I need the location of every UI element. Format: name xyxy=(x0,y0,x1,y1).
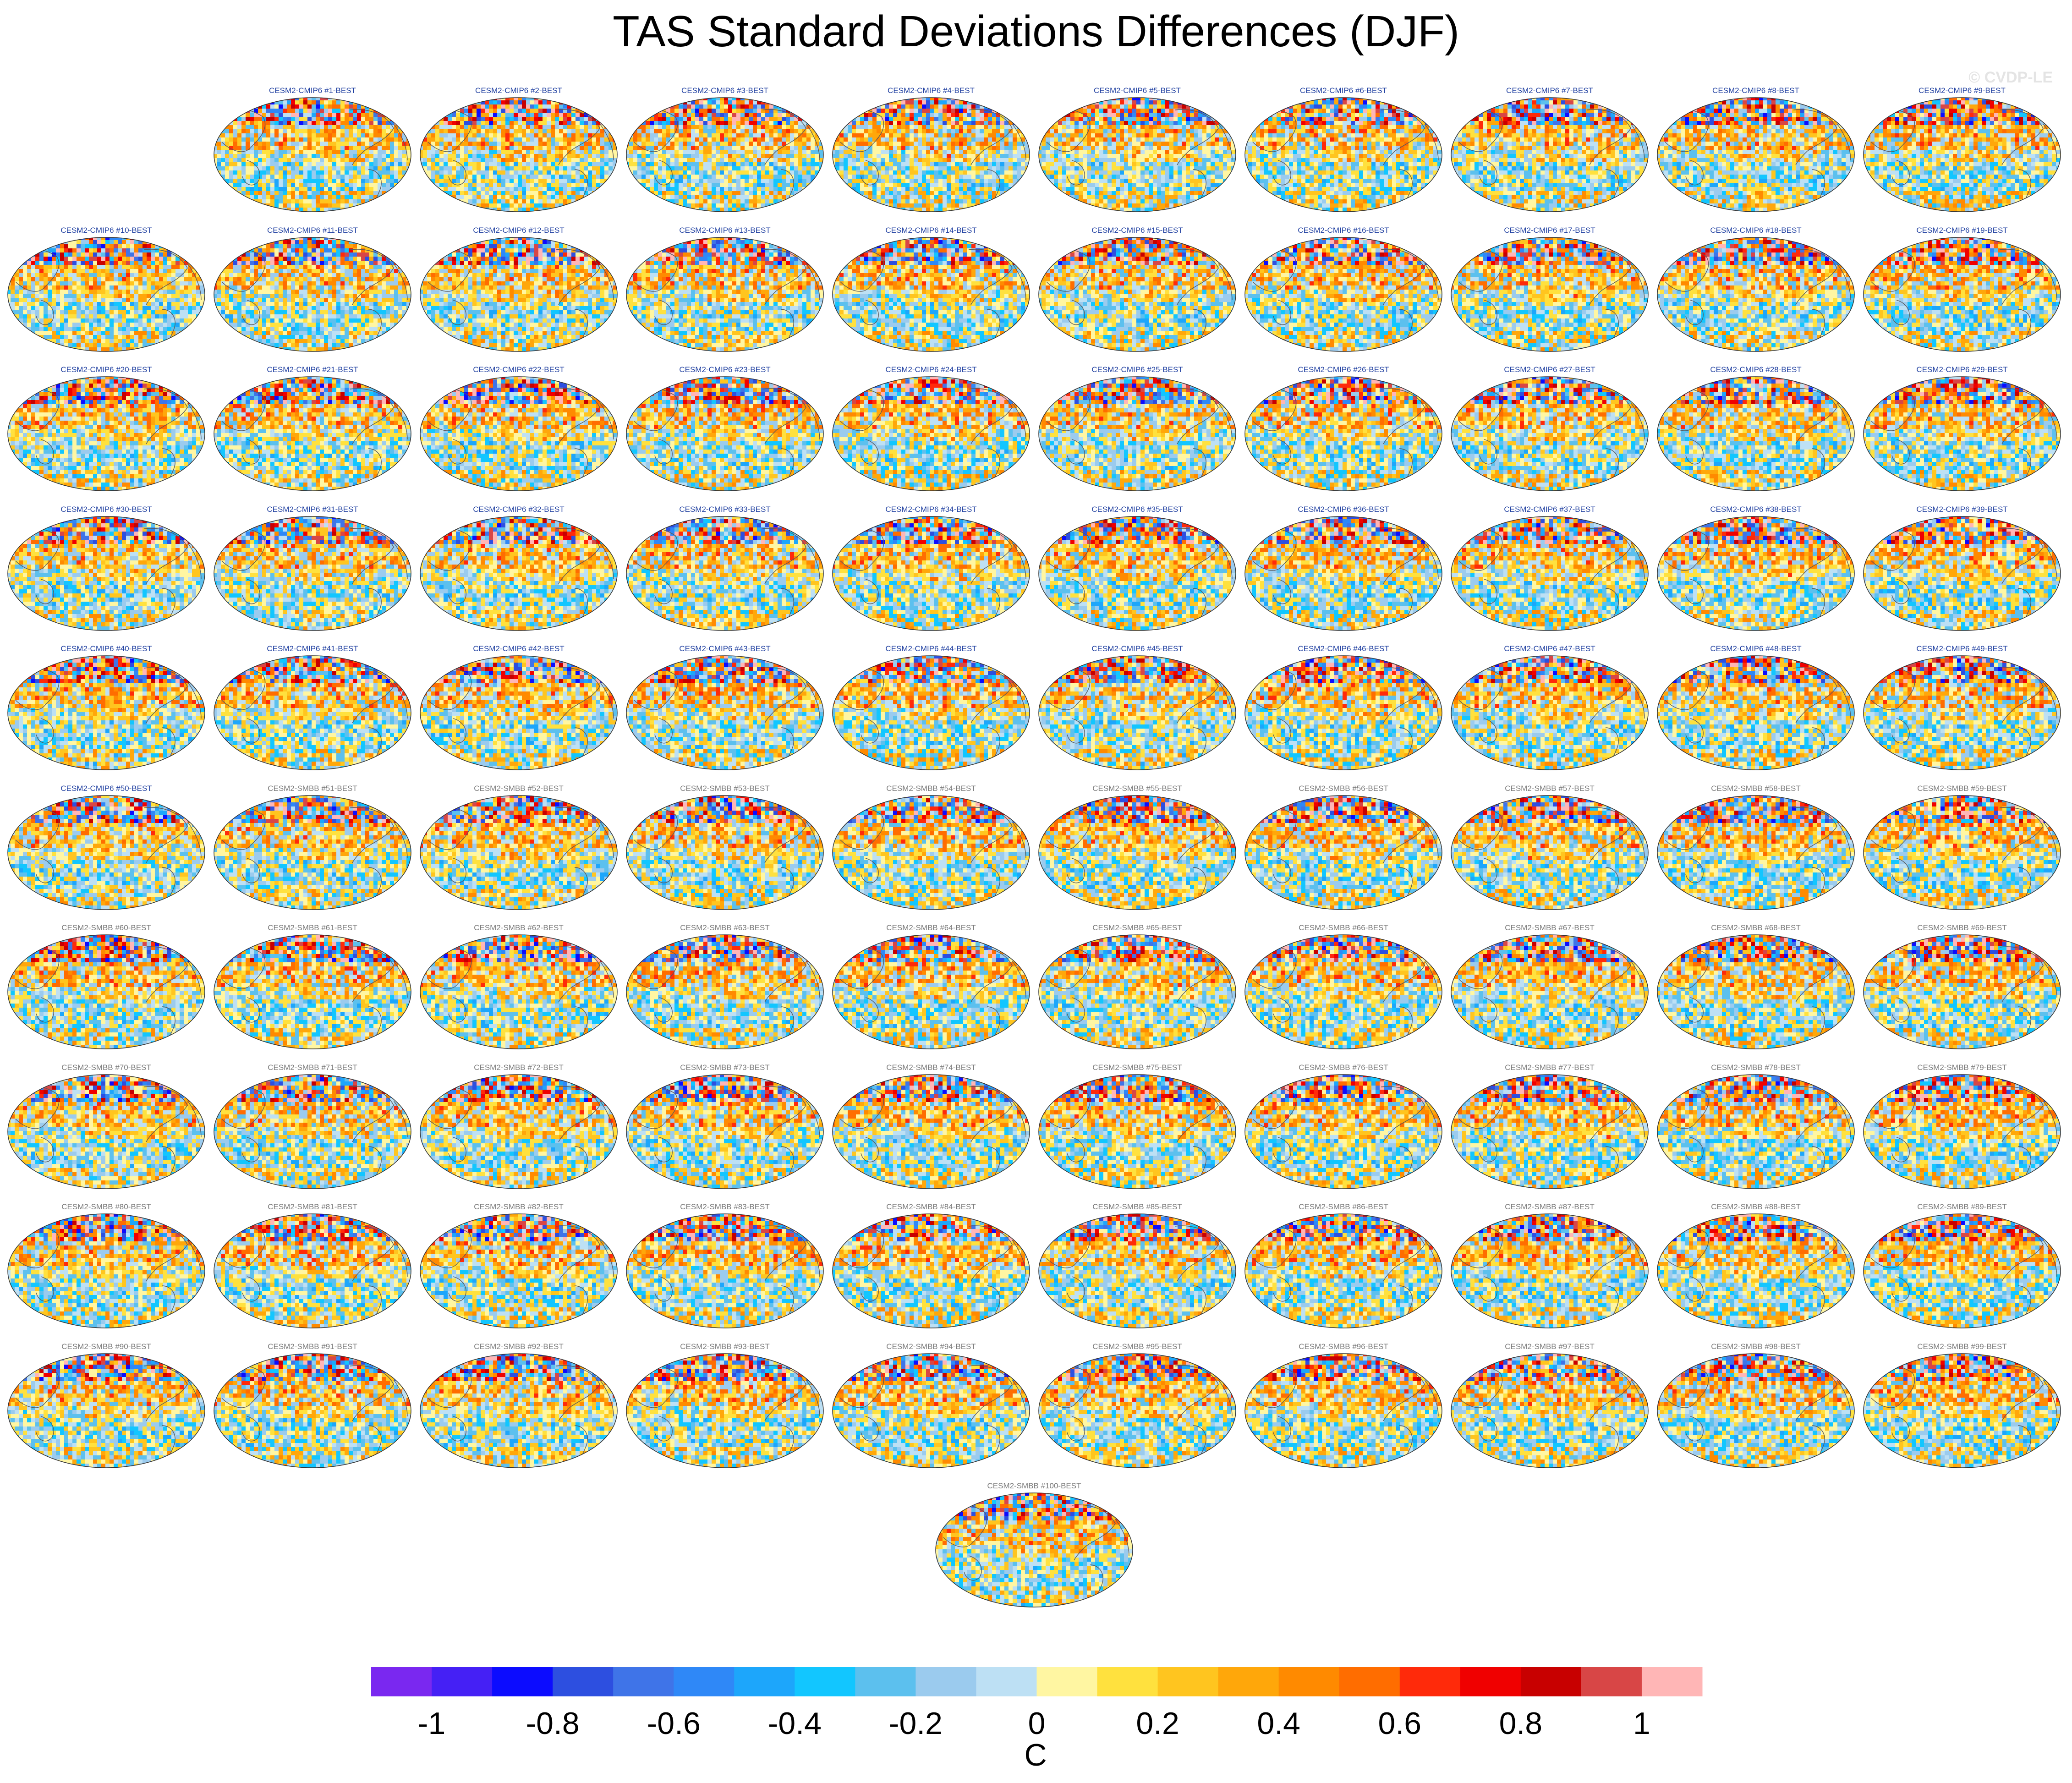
colorbar-boxes xyxy=(371,1667,1703,1696)
colorbar-box xyxy=(553,1667,614,1696)
colorbar-box xyxy=(915,1667,976,1696)
colorbar-box xyxy=(371,1667,432,1696)
colorbar-box xyxy=(795,1667,855,1696)
colorbar-tick-label: -1 xyxy=(418,1706,445,1741)
colorbar-tick-label: 0.6 xyxy=(1378,1706,1422,1741)
colorbar-box xyxy=(1339,1667,1400,1696)
colorbar-box xyxy=(1581,1667,1642,1696)
colorbar-box xyxy=(613,1667,674,1696)
colorbar-box xyxy=(1279,1667,1340,1696)
colorbar-box xyxy=(1037,1667,1098,1696)
colorbar-tick-label: -0.2 xyxy=(889,1706,943,1741)
colorbar-tick-label: -0.6 xyxy=(647,1706,701,1741)
colorbar-ticks: -1 -0.8 -0.6 -0.4 -0.2 0 0.2 0.4 0.6 0.8 1 xyxy=(418,1706,1650,1741)
colorbar-box xyxy=(1097,1667,1158,1696)
colorbar-box xyxy=(1218,1667,1279,1696)
colorbar-box xyxy=(492,1667,553,1696)
colorbar-unit-label: C xyxy=(1008,1737,1063,1773)
colorbar-box xyxy=(674,1667,735,1696)
colorbar-box xyxy=(432,1667,493,1696)
colorbar-tick-label: -0.8 xyxy=(526,1706,580,1741)
colorbar-box xyxy=(1400,1667,1461,1696)
colorbar-box xyxy=(1642,1667,1703,1696)
colorbar-tick-label: -0.4 xyxy=(768,1706,822,1741)
colorbar-tick-label: 0.2 xyxy=(1136,1706,1179,1741)
colorbar-box xyxy=(1158,1667,1219,1696)
colorbar-box xyxy=(1521,1667,1582,1696)
colorbar-box xyxy=(1460,1667,1521,1696)
colorbar-tick-label: 0 xyxy=(1028,1706,1046,1741)
colorbar-box xyxy=(734,1667,795,1696)
colorbar-tick-label: 0.8 xyxy=(1499,1706,1543,1741)
colorbar-tick-label: 1 xyxy=(1633,1706,1650,1741)
colorbar-tick-label: 0.4 xyxy=(1257,1706,1300,1741)
colorbar-box xyxy=(976,1667,1037,1696)
colorbar-box xyxy=(855,1667,916,1696)
